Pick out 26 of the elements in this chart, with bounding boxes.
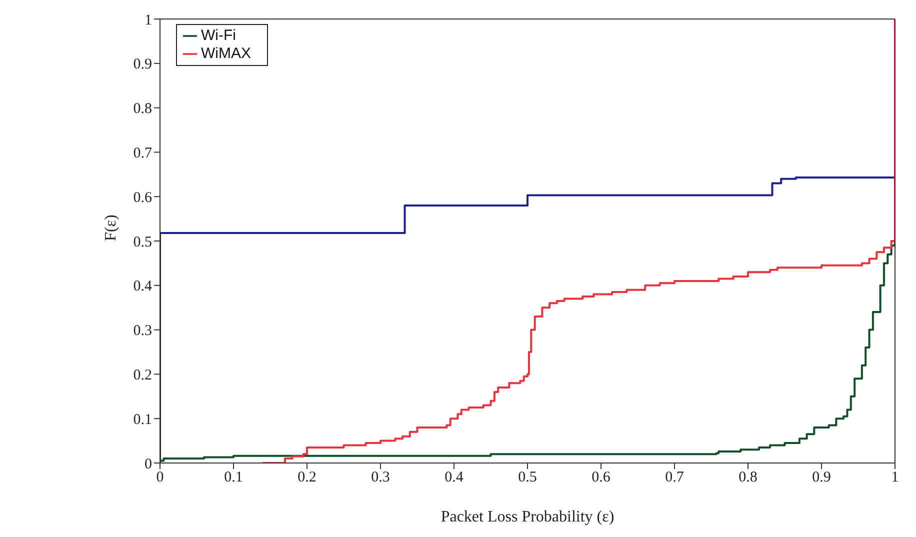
x-tick-label: 0.8 [738, 470, 758, 486]
y-tick-label: 1 [144, 12, 152, 28]
y-tick-label: 0.2 [133, 368, 152, 384]
y-tick-label: 0.9 [133, 56, 152, 73]
legend-label: Wi-Fi [201, 27, 236, 44]
x-tick-label: 0.4 [444, 470, 464, 486]
y-tick-label: 0.8 [133, 101, 152, 118]
y-tick-label: 0.4 [133, 278, 152, 295]
y-tick-label: 0.7 [133, 146, 152, 162]
x-tick-label: 1 [891, 470, 899, 486]
x-tick-label: 0.1 [224, 470, 243, 486]
y-tick-label: 0 [144, 456, 152, 472]
x-tick-label: 0.2 [298, 470, 316, 486]
x-tick-label: 0.9 [812, 470, 831, 486]
legend-label: WiMAX [201, 45, 251, 62]
y-tick-label: 0.3 [133, 323, 152, 340]
x-tick-label: 0.5 [518, 470, 537, 486]
y-tick-label: 0.1 [133, 412, 152, 428]
y-axis-title: F(ε) [102, 214, 120, 241]
y-tick-label: 0.5 [133, 234, 152, 250]
x-tick-label: 0.6 [592, 470, 611, 486]
y-tick-label: 0.6 [133, 190, 152, 206]
x-axis-title: Packet Loss Probability (ε) [440, 508, 614, 526]
x-tick-label: 0 [156, 470, 164, 486]
x-tick-label: 0.3 [371, 470, 390, 486]
x-tick-label: 0.7 [665, 470, 684, 486]
